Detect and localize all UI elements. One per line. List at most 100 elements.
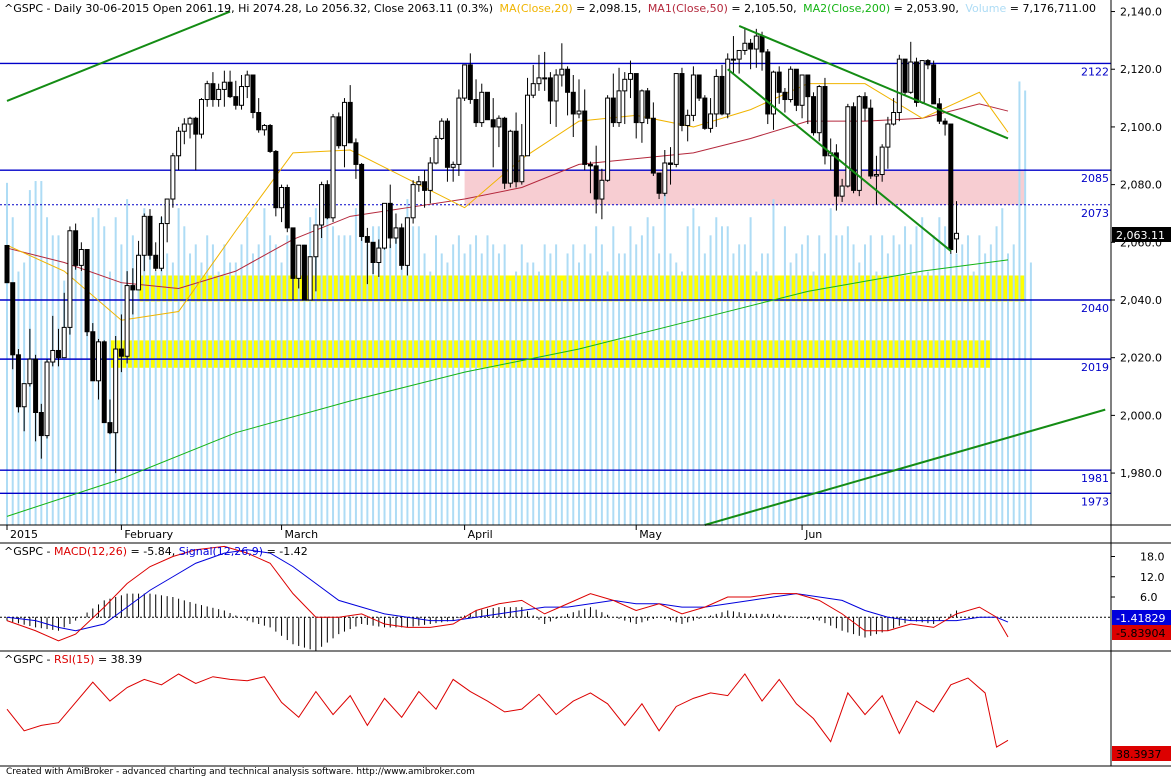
candlesticks <box>4 27 960 474</box>
volume-bar <box>160 217 163 525</box>
macd-tick-label: 18.0 <box>1140 551 1165 564</box>
volume-bar <box>778 280 781 525</box>
candle-body-down <box>833 152 839 197</box>
candle-body-up <box>382 202 388 249</box>
volume-bar <box>492 244 495 525</box>
candle-body-up <box>954 232 960 240</box>
candle-body-up <box>450 163 456 168</box>
candle-body-down <box>793 68 799 106</box>
candle-body-up <box>845 106 851 187</box>
candle-body-up <box>730 58 736 61</box>
trendline-2 <box>727 68 952 252</box>
volume-bar <box>406 199 409 525</box>
candle-body-down <box>668 162 674 165</box>
volume-bar <box>1001 208 1004 526</box>
candle-body-up <box>456 97 462 165</box>
candle-body-up <box>530 83 536 96</box>
volume-bar <box>120 244 123 525</box>
candle-body-up <box>896 58 902 113</box>
volume-bar <box>823 253 826 525</box>
candle-body-up <box>427 162 433 191</box>
candle-body-up <box>662 162 668 194</box>
candle-body-down <box>84 249 90 333</box>
candle-body-down <box>913 61 919 103</box>
candle-body-up <box>204 83 210 101</box>
volume-bar <box>555 244 558 525</box>
volume-bar <box>526 262 529 525</box>
volume-bar <box>108 271 111 525</box>
volume-bar <box>480 253 483 525</box>
candle-body-down <box>502 117 508 184</box>
volume-bar <box>206 235 209 525</box>
volume-bar <box>286 235 289 525</box>
volume-bar <box>274 244 277 525</box>
volume-bar <box>86 253 89 525</box>
volume-bar <box>949 253 952 525</box>
volume-bar <box>34 181 37 525</box>
candle-body-up <box>708 113 714 129</box>
candle-body-up <box>170 155 176 200</box>
candle-body-down <box>948 123 954 251</box>
volume-bar <box>680 271 683 525</box>
level-label-2085: 2085 <box>1081 172 1109 185</box>
candle-body-up <box>158 223 164 269</box>
trendline-1 <box>738 25 1009 140</box>
volume-bar <box>669 253 672 525</box>
candle-body-up <box>221 81 227 90</box>
header-volume-label: Volume <box>965 2 1006 15</box>
candle-body-down <box>925 60 931 66</box>
candle-body-up <box>496 117 502 128</box>
candle-body-down <box>931 64 937 105</box>
candle-body-up <box>113 348 119 434</box>
price-tick-label: 2,080.0 <box>1120 179 1162 192</box>
candle-body-down <box>765 51 771 115</box>
volume-bar <box>189 253 192 525</box>
candle-body-down <box>610 97 616 124</box>
candle-body-up <box>96 341 102 382</box>
volume-bar <box>612 226 615 526</box>
candle-body-up <box>839 185 845 197</box>
volume-bar <box>532 262 535 525</box>
candle-body-up <box>753 35 759 50</box>
volume-bar <box>171 262 174 525</box>
candle-body-down <box>55 349 61 359</box>
volume-bar <box>635 244 638 525</box>
volume-bar <box>858 262 861 525</box>
volume-bar <box>640 235 643 525</box>
rsi-line <box>6 673 1009 748</box>
volume-bar <box>864 244 866 525</box>
volume-bar <box>560 280 563 525</box>
volume-bar <box>783 226 786 526</box>
price-badge-text: 2,063.11 <box>1116 229 1165 242</box>
candle-body-down <box>256 112 262 131</box>
volume-bar <box>743 244 746 525</box>
candle-body-up <box>559 68 565 76</box>
volume-bar <box>309 217 312 525</box>
volume-bar <box>263 208 266 526</box>
rsi-badge: 38.3937 <box>1112 746 1171 761</box>
candle-body-down <box>210 83 216 101</box>
month-label-Jun: Jun <box>804 528 822 541</box>
candle-body-down <box>399 227 405 266</box>
volume-bar <box>292 253 294 525</box>
zone-pink-0 <box>464 170 1026 205</box>
candle-body-down <box>301 244 307 301</box>
volume-bar <box>572 244 575 525</box>
price-header: ^GSPC - Daily 30-06-2015 Open 2061.19, H… <box>4 2 1096 15</box>
candle-body-up <box>393 227 399 239</box>
volume-bar <box>1029 262 1032 525</box>
candle-body-down <box>776 71 782 93</box>
volume-bar <box>818 235 821 525</box>
volume-bar <box>417 226 420 526</box>
volume-bar <box>972 271 975 525</box>
volume-bar <box>520 244 523 525</box>
volume-bar <box>240 244 243 525</box>
volume-bar <box>761 253 764 525</box>
candle-body-up <box>919 60 925 103</box>
volume-bar <box>452 244 455 525</box>
month-label-2015: 2015 <box>10 528 38 541</box>
candle-body-down <box>645 90 651 119</box>
candle-body-up <box>639 90 645 124</box>
candle-body-up <box>873 174 879 177</box>
volume-bar <box>543 244 546 525</box>
